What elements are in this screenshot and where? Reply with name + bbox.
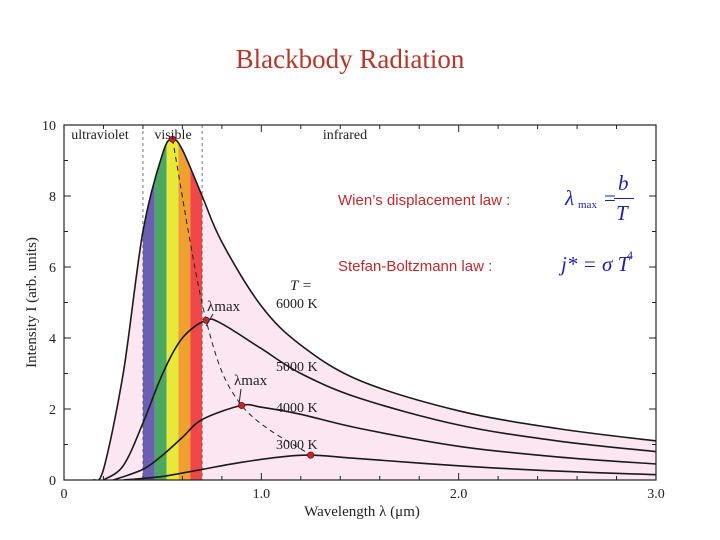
peak-marker — [307, 451, 315, 459]
y-tick-label: 2 — [49, 403, 56, 418]
fraction-bar — [614, 198, 634, 199]
peak-marker — [238, 401, 246, 409]
x-axis-label: Wavelength λ (μm) — [304, 504, 420, 520]
y-tick-label: 0 — [49, 474, 56, 489]
wien-formula-max: max — [578, 199, 597, 211]
x-tick-label: 2.0 — [450, 487, 468, 502]
curve-3000k — [123, 454, 656, 480]
region-label-infrared: infrared — [323, 128, 367, 143]
wien-formula-numerator: b — [618, 171, 629, 195]
temperature-label: 3000 K — [276, 438, 318, 453]
temperature-prefix-label: T = — [290, 278, 312, 294]
temperature-label: 4000 K — [276, 401, 318, 416]
curve-4000k — [113, 403, 656, 480]
wien-formula-equals: = — [604, 186, 616, 210]
lambda-max-label-2: λmax — [234, 373, 268, 389]
curve-5000k — [103, 318, 656, 480]
y-tick-label: 10 — [42, 119, 56, 134]
spectrum-band — [154, 139, 167, 480]
y-tick-label: 8 — [49, 190, 56, 205]
spectrum-bands — [142, 139, 203, 480]
wien-formula-lambda: λ — [565, 186, 575, 210]
x-tick-label: 3.0 — [647, 487, 665, 502]
slide-title: Blackbody Radiation — [235, 44, 465, 74]
stefan-formula: j* = σ T — [561, 252, 630, 276]
stefan-formula-exponent: 4 — [627, 248, 633, 262]
temperature-label: 6000 K — [276, 297, 318, 312]
spectrum-band — [142, 139, 155, 480]
spectrum-band — [178, 139, 191, 480]
x-tick-label: 1.0 — [253, 487, 271, 502]
spectrum-band — [190, 139, 203, 480]
lambda-arrow-2 — [238, 388, 242, 405]
region-label-ultraviolet: ultraviolet — [71, 128, 129, 143]
temperature-label: 5000 K — [276, 360, 318, 375]
wien-locus-line — [172, 139, 311, 456]
region-label-visible: visible — [154, 128, 191, 143]
y-tick-label: 6 — [49, 261, 56, 276]
wien-formula-denominator: T — [616, 201, 628, 225]
y-tick-label: 4 — [49, 332, 56, 347]
y-axis-label: Intensity I (arb. units) — [24, 237, 40, 368]
x-tick-label: 0 — [61, 487, 68, 502]
wien-law-label: Wien’s displacement law : — [338, 192, 511, 209]
curve-6000k — [93, 138, 656, 480]
lambda-max-label-1: λmax — [207, 299, 241, 315]
lambda-arrow-1 — [205, 313, 214, 327]
spectrum-band — [166, 139, 179, 480]
stefan-law-label: Stefan-Boltzmann law : — [338, 258, 493, 275]
peak-marker — [169, 135, 177, 143]
